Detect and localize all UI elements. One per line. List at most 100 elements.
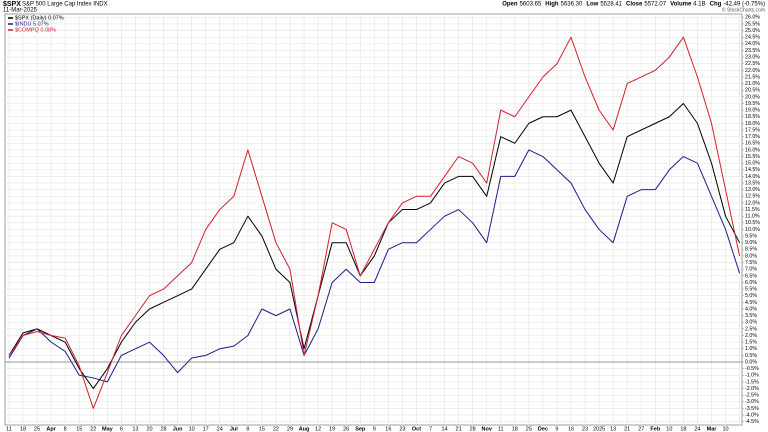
series-line <box>8 102 741 390</box>
x-tick-label: 26 <box>343 426 349 432</box>
y-tick-label: 16.5% <box>745 141 760 147</box>
y-tick-label: 6.0% <box>745 280 757 286</box>
y-tick-label: 3.0% <box>745 320 757 326</box>
y-tick-label: 25.5% <box>745 21 760 27</box>
y-tick-label: 25.0% <box>745 28 760 34</box>
x-tick-label: 13 <box>610 426 616 432</box>
y-tick-label: -3.0% <box>745 399 759 405</box>
x-tick-label: Apr <box>46 426 56 432</box>
y-tick-label: 6.5% <box>745 273 757 279</box>
y-tick-label: 1.0% <box>745 346 757 352</box>
y-tick-label: 4.0% <box>745 306 757 312</box>
chart-date: 11-Mar-2025 <box>3 8 38 14</box>
y-tick-label: 2.5% <box>745 326 757 332</box>
x-tick-label: 18 <box>512 426 518 432</box>
y-tick-label: -0.5% <box>745 366 759 372</box>
x-tick-label: 25 <box>34 426 40 432</box>
y-tick-label: 22.5% <box>745 61 760 67</box>
y-tick-label: -1.5% <box>745 379 759 385</box>
x-tick-label: 28 <box>160 426 166 432</box>
x-tick-label: 23 <box>399 426 405 432</box>
x-tick-label: Sep <box>355 426 366 432</box>
quote-label: Open <box>502 2 518 8</box>
x-tick-label: 21 <box>624 426 630 432</box>
x-tick-label: 6 <box>120 426 123 432</box>
x-tick-label: 11 <box>6 426 12 432</box>
x-tick-label: Jul <box>230 426 238 432</box>
y-tick-label: 10.0% <box>745 227 760 233</box>
quote-label: Chg <box>710 2 722 8</box>
x-tick-label: 28 <box>470 426 476 432</box>
y-tick-label: 15.0% <box>745 161 760 167</box>
y-tick-label: 0.5% <box>745 353 757 359</box>
y-tick-label: -2.5% <box>745 393 759 399</box>
legend-label: $SPX (Daily) 0.07% <box>15 15 64 21</box>
x-tick-label: 10 <box>189 426 195 432</box>
quote-label: High <box>545 2 559 8</box>
x-tick-label: 20 <box>146 426 152 432</box>
quote-label: Low <box>586 2 598 8</box>
y-tick-label: 20.5% <box>745 88 760 94</box>
x-tick-label: 27 <box>638 426 644 432</box>
x-tick-label: 16 <box>385 426 391 432</box>
legend-label: $INDU 5.07% <box>15 21 49 27</box>
x-tick-label: 21 <box>456 426 462 432</box>
y-tick-label: 14.5% <box>745 167 760 173</box>
y-tick-label: -1.0% <box>745 373 759 379</box>
x-tick-label: 15 <box>259 426 265 432</box>
y-tick-label: 18.0% <box>745 121 760 127</box>
y-tick-label: 5.0% <box>745 293 757 299</box>
y-tick-label: 12.5% <box>745 194 760 200</box>
x-tick-label: 8 <box>64 426 67 432</box>
x-tick-label: 22 <box>273 426 279 432</box>
quote-value: 4.1B <box>693 2 705 8</box>
x-tick-label: 16 <box>568 426 574 432</box>
x-tick-label: 10 <box>722 426 728 432</box>
quote-value: 5603.65 <box>520 2 542 8</box>
y-tick-label: -2.0% <box>745 386 759 392</box>
x-tick-label: May <box>102 426 114 432</box>
y-tick-label: 5.5% <box>745 287 757 293</box>
x-tick-label: 24 <box>217 426 223 432</box>
y-tick-label: 14.0% <box>745 174 760 180</box>
y-tick-label: -4.0% <box>745 412 759 418</box>
x-tick-label: 22 <box>90 426 96 432</box>
y-tick-label: 16.0% <box>745 147 760 153</box>
y-tick-label: 17.5% <box>745 127 760 133</box>
x-tick-label: Oct <box>412 426 421 432</box>
y-tick-label: 20.0% <box>745 94 760 100</box>
x-tick-label: Feb <box>650 426 660 432</box>
series-line <box>8 36 741 409</box>
quote-label: Close <box>626 2 643 8</box>
y-tick-label: 18.5% <box>745 114 760 120</box>
y-tick-label: 19.5% <box>745 101 760 107</box>
y-tick-label: 19.0% <box>745 108 760 114</box>
y-tick-label: 11.0% <box>745 214 760 220</box>
y-tick-label: 13.5% <box>745 180 760 186</box>
y-tick-label: 10.5% <box>745 220 760 226</box>
x-tick-label: 11 <box>498 426 504 432</box>
x-tick-label: 15 <box>76 426 82 432</box>
x-tick-label: 17 <box>203 426 209 432</box>
x-tick-label: 29 <box>287 426 293 432</box>
y-tick-label: 3.5% <box>745 313 757 319</box>
chart-subtitle: S&P 500 Large Cap Index INDX <box>22 2 108 8</box>
x-tick-label: 18 <box>680 426 686 432</box>
quote-value: 5572.07 <box>644 2 666 8</box>
x-tick-label: 14 <box>441 426 447 432</box>
x-tick-label: 12 <box>315 426 321 432</box>
y-tick-label: 7.5% <box>745 260 757 266</box>
x-tick-label: 23 <box>582 426 588 432</box>
y-tick-label: 9.0% <box>745 240 757 246</box>
legend-label: $COMPQ 0.08% <box>15 27 56 33</box>
x-tick-label: 7 <box>429 426 432 432</box>
y-tick-label: 4.5% <box>745 300 757 306</box>
y-tick-label: 17.0% <box>745 134 760 140</box>
y-tick-label: 8.0% <box>745 253 757 259</box>
credit: © StockCharts.com <box>722 6 765 13</box>
y-tick-label: 11.5% <box>745 207 760 213</box>
y-tick-label: 22.0% <box>745 68 760 74</box>
x-tick-label: Nov <box>482 426 493 432</box>
x-tick-label: 13 <box>132 426 138 432</box>
x-tick-label: Dec <box>538 426 548 432</box>
